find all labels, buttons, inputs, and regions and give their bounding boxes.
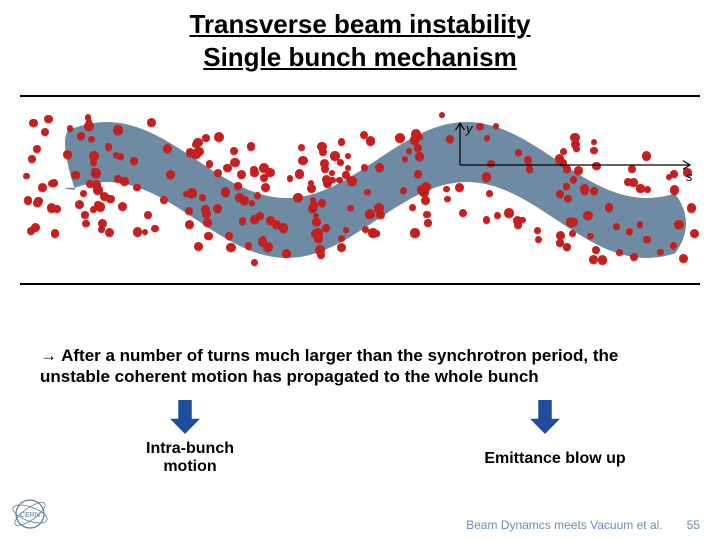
slide-title: Transverse beam instability Single bunch… (0, 0, 720, 73)
explanation-content: After a number of turns much larger than… (40, 346, 618, 386)
logo-text: CERN (20, 512, 40, 519)
down-arrow-right (530, 400, 560, 434)
title-line2: Single bunch mechanism (203, 42, 517, 72)
axis-s-label: s (686, 169, 693, 184)
coordinate-axes: ys (20, 95, 700, 285)
down-arrow-left (170, 400, 200, 434)
cern-logo: CERN (10, 494, 50, 534)
label-emittance: Emittance blow up (470, 450, 640, 468)
footer: Beam Dynamcs meets Vacuum et al. 55 (466, 518, 700, 532)
diagram-bottom-line (20, 283, 700, 285)
beam-diagram: ys (20, 95, 700, 285)
page-number: 55 (687, 518, 700, 532)
footer-text: Beam Dynamcs meets Vacuum et al. (466, 518, 663, 532)
arrow-glyph: → (40, 346, 57, 365)
axis-y-label: y (465, 121, 474, 136)
label-intra-bunch: Intra-bunchmotion (125, 440, 255, 476)
title-line1: Transverse beam instability (189, 9, 530, 39)
explanation-text: → After a number of turns much larger th… (40, 345, 680, 388)
